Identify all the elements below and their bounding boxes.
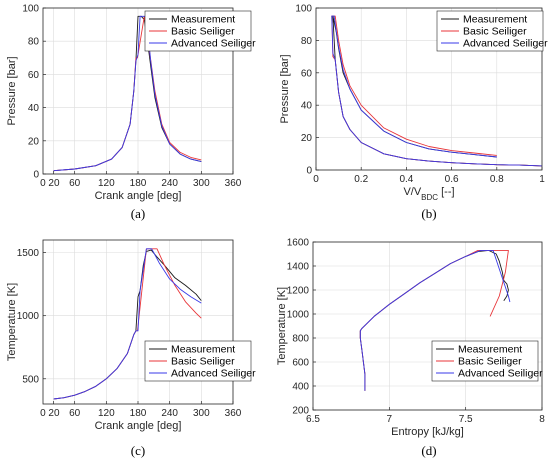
x-tick-label: 240 (161, 178, 178, 189)
x-axis-label-subscript: BDC (421, 193, 438, 202)
x-tick-label: 180 (130, 178, 147, 189)
legend-entry: Basic Seiliger (171, 26, 235, 38)
x-tick-label: 120 (98, 178, 115, 189)
y-tick-label: 1600 (287, 238, 310, 249)
series-line-advanced-seiliger (53, 248, 202, 400)
plot-frame (315, 7, 543, 171)
plot-area (313, 242, 542, 410)
x-tick-label: 0 20 (40, 178, 60, 189)
y-tick-label: 100 (22, 4, 39, 15)
y-tick-label: 400 (292, 382, 309, 393)
x-tick-label: 180 (130, 408, 147, 419)
plot-frame (312, 241, 543, 411)
chart-panel-d: 6.5 7 7.5 8 200 400 600 800 1000 1200 1400 1600 Entr… (276, 238, 545, 459)
series-line-advanced-seiliger (53, 15, 202, 172)
y-axis-label: Temperature [K] (6, 283, 18, 361)
y-tick-label: 40 (28, 103, 40, 114)
x-axis-label: Entropy [kJ/kg] (391, 426, 464, 438)
y-tick-label: 40 (301, 101, 313, 112)
x-tick-label: 360 (225, 178, 242, 189)
panel-caption: (c) (131, 443, 145, 458)
chart-panel-a: 0 20 60 120 180 240 300 360 0 20 40 60 80 100 Crank a… (6, 4, 256, 222)
x-tick-label: 360 (225, 408, 242, 419)
x-tick-label: 0 20 (40, 408, 60, 419)
y-tick-label: 80 (28, 37, 40, 48)
y-axis-label: Pressure [bar] (6, 56, 18, 125)
y-axis-label: Temperature [K] (276, 287, 288, 365)
y-tick-label: 20 (28, 136, 40, 147)
x-tick-label: 300 (193, 408, 210, 419)
x-tick-label: 60 (69, 178, 81, 189)
y-tick-label: 0 (306, 166, 312, 177)
x-axis-label-suffix: [--] (438, 186, 455, 198)
legend-entry: Basic Seiliger (463, 26, 527, 38)
x-tick-label: 7 (387, 414, 393, 425)
legend-entry: Advanced Seiliger (171, 368, 256, 380)
y-tick-label: 600 (292, 358, 309, 369)
panel-caption: (d) (421, 443, 436, 458)
x-tick-label: 0.8 (490, 174, 504, 185)
y-tick-label: 200 (292, 406, 309, 417)
legend-entry: Measurement (463, 14, 527, 26)
y-tick-label: 100 (295, 4, 312, 15)
legend-entry: Basic Seiliger (171, 356, 235, 368)
series-line-advanced-seiliger (331, 15, 543, 167)
legend-entry: Measurement (458, 344, 522, 356)
x-tick-label: 120 (98, 408, 115, 419)
x-tick-label: 6.5 (306, 414, 320, 425)
y-tick-label: 1000 (287, 310, 310, 321)
series-line-advanced-seiliger (359, 249, 511, 391)
legend-entry: Advanced Seiliger (458, 368, 543, 380)
panel-caption: (b) (421, 206, 436, 221)
chart-panel-b: 0 0.2 0.4 0.6 0.8 1 0 20 40 60 80 100 V/VBDC [--] Pre… (279, 4, 548, 222)
x-tick-label: 0.2 (354, 174, 368, 185)
y-axis-label: Pressure [bar] (279, 54, 291, 123)
legend-entry: Measurement (171, 344, 235, 356)
x-tick-label: 240 (161, 408, 178, 419)
x-tick-label: 0.6 (445, 174, 459, 185)
x-tick-label: 60 (69, 408, 81, 419)
y-tick-label: 0 (33, 170, 39, 181)
legend-entry: Measurement (171, 14, 235, 26)
x-tick-label: 0.4 (399, 174, 413, 185)
panel-caption: (a) (131, 206, 145, 221)
x-axis-label: Crank angle [deg] (95, 190, 182, 202)
legend-entry: Advanced Seiliger (171, 38, 256, 50)
y-tick-label: 1500 (17, 248, 40, 259)
chart-panel-c: 0 20 60 120 180 240 300 360 500 1000 1500 Crank an… (6, 239, 256, 458)
x-tick-label: 0 (313, 174, 319, 185)
y-tick-label: 1200 (287, 286, 310, 297)
x-tick-label: 8 (539, 414, 545, 425)
y-tick-label: 60 (28, 70, 40, 81)
x-tick-label: 300 (193, 178, 210, 189)
x-tick-label: 1 (539, 174, 545, 185)
x-axis-label: V/VBDC [--] (403, 186, 454, 202)
x-tick-label: 7.5 (459, 414, 473, 425)
y-tick-label: 500 (22, 374, 39, 385)
y-tick-label: 80 (301, 36, 313, 47)
legend-entry: Basic Seiliger (458, 356, 522, 368)
y-tick-label: 60 (301, 68, 313, 79)
y-tick-label: 1400 (287, 262, 310, 273)
legend-entry: Advanced Seiliger (463, 38, 548, 50)
y-tick-label: 1000 (17, 311, 40, 322)
x-axis-label: Crank angle [deg] (95, 420, 182, 432)
y-tick-label: 800 (292, 334, 309, 345)
y-tick-label: 20 (301, 133, 313, 144)
